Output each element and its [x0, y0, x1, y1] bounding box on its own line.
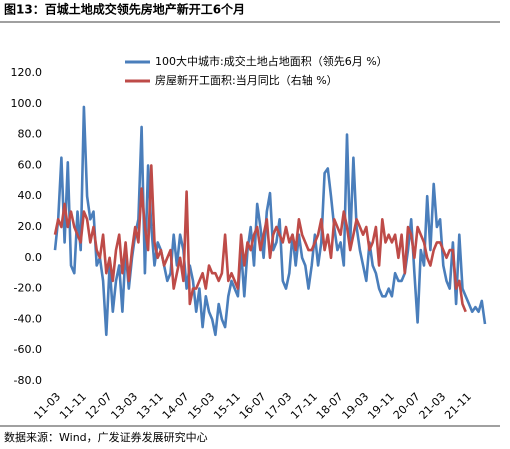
y-tick-label: -20.0 [14, 282, 42, 295]
y-tick-label: 40.0 [18, 189, 43, 202]
x-tick-label: 20-07 [391, 390, 423, 422]
x-tick-label: 16-07 [237, 390, 269, 422]
y-tick-label: 120.0 [11, 66, 43, 79]
y-tick-label: 20.0 [18, 220, 43, 233]
series-line [53, 164, 467, 313]
source: 数据来源：Wind，广发证券发展研究中心 [4, 430, 208, 444]
y-tick-label: -80.0 [14, 374, 42, 387]
x-tick-label: 12-07 [83, 390, 115, 422]
x-tick-label: 11-03 [31, 390, 63, 422]
x-tick-label: 18-07 [314, 390, 346, 422]
x-tick-label: 11-11 [57, 390, 89, 422]
x-tick-label: 14-07 [160, 390, 192, 422]
x-tick-label: 21-03 [417, 390, 449, 422]
x-tick-label: 15-11 [211, 390, 243, 422]
y-tick-label: 60.0 [18, 158, 43, 171]
y-tick-label: -40.0 [14, 312, 42, 325]
x-tick-label: 17-03 [262, 390, 294, 422]
y-tick-label: -60.0 [14, 343, 42, 356]
x-tick-label: 17-11 [288, 390, 320, 422]
series-line [53, 105, 487, 337]
legend-label: 房屋新开工面积:当月同比（右轴 %） [155, 73, 338, 87]
y-tick-label: 100.0 [11, 97, 43, 110]
y-tick-label: 80.0 [18, 128, 43, 141]
x-tick-label: 19-11 [365, 390, 397, 422]
chart-title: 图13：百城土地成交领先房地产新开工6个月 [4, 2, 245, 17]
legend-label: 100大中城市:成交土地占地面积（领先6月 %） [155, 54, 388, 68]
y-tick-label: 0.0 [25, 251, 43, 264]
x-tick-label: 13-11 [134, 390, 166, 422]
x-tick-label: 15-03 [185, 390, 217, 422]
x-tick-label: 19-03 [340, 390, 372, 422]
x-tick-label: 13-03 [108, 390, 140, 422]
x-tick-label: 21-11 [442, 390, 474, 422]
